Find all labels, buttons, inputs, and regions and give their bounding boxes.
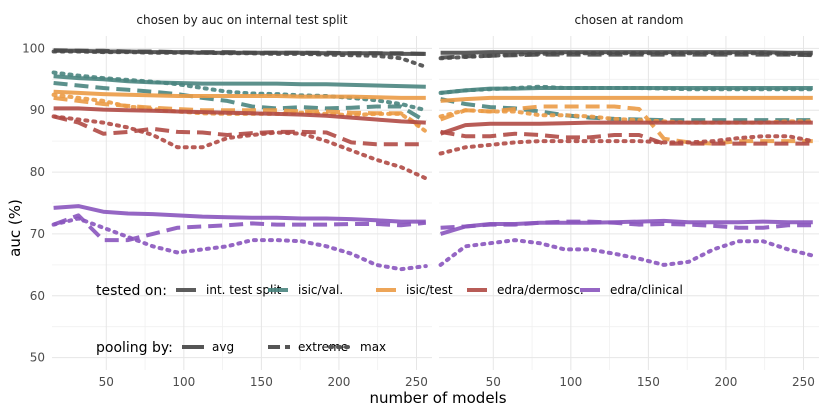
x-tick-label: 150: [637, 375, 660, 389]
x-tick-label: 250: [405, 375, 428, 389]
legend-label-edra-clinical: edra/clinical: [610, 283, 683, 297]
series-int-test-split-max: [51, 49, 428, 69]
y-axis-title: auc (%): [6, 199, 24, 257]
legend-pooling-title: pooling by:: [96, 340, 173, 356]
series-edra-clinical-avg: [53, 204, 426, 224]
x-tick-label: 150: [250, 375, 273, 389]
y-tick-label: 60: [30, 289, 45, 303]
series-edra-clinical-extreme: [52, 213, 427, 243]
legend: tested on: int. test split isic/val. isic/t…: [96, 283, 683, 356]
series-edra-dermosc-extreme: [53, 114, 426, 147]
y-tick-label: 100: [22, 41, 45, 55]
series-edra-dermosc-max: [51, 114, 428, 181]
legend-label-isic-test: isic/test: [406, 283, 453, 297]
legend-label-edra-dermosc: edra/dermosc.: [497, 283, 584, 297]
x-tick-label: 250: [792, 375, 815, 389]
legend-tested-title: tested on:: [96, 283, 167, 299]
series-int-test-split-max: [438, 51, 815, 61]
y-tick-label: 80: [30, 165, 45, 179]
legend-label-int-test-split: int. test split: [206, 283, 282, 297]
legend-label-avg: avg: [212, 340, 234, 354]
y-tick-label: 70: [30, 227, 45, 241]
x-tick-label: 50: [486, 375, 501, 389]
series-isic-test-avg: [440, 95, 813, 103]
x-tick-label: 200: [327, 375, 350, 389]
panel-1: chosen by auc on internal test split 50 10…: [22, 13, 432, 389]
y-tick-label: 90: [30, 103, 45, 117]
panel-title: chosen at random: [574, 13, 683, 27]
legend-label-extreme: extreme: [298, 340, 348, 354]
legend-label-isic-val: isic/val.: [298, 283, 343, 297]
series-isic-val-max: [438, 84, 815, 95]
series-edra-dermosc-max: [438, 134, 815, 156]
panel-title: chosen by auc on internal test split: [136, 13, 348, 27]
y-tick-label: 50: [30, 351, 45, 365]
legend-label-max: max: [360, 340, 386, 354]
panels: chosen by auc on internal test split 50 10…: [22, 13, 819, 389]
series-isic-test-avg: [53, 89, 426, 100]
series-edra-clinical-max: [438, 238, 815, 267]
x-tick-label: 100: [559, 375, 582, 389]
panel-2: chosen at random 50 100 150 200 250: [438, 13, 819, 389]
series-edra-dermosc-avg: [53, 106, 426, 125]
x-tick-label: 50: [99, 375, 114, 389]
x-tick-label: 100: [172, 375, 195, 389]
series-edra-dermosc-avg: [439, 120, 813, 136]
series-isic-val-max: [51, 70, 428, 113]
series-edra-clinical-max: [51, 216, 428, 272]
series-edra-clinical-avg: [440, 218, 813, 236]
x-tick-label: 200: [714, 375, 737, 389]
x-axis-title: number of models: [369, 389, 506, 407]
